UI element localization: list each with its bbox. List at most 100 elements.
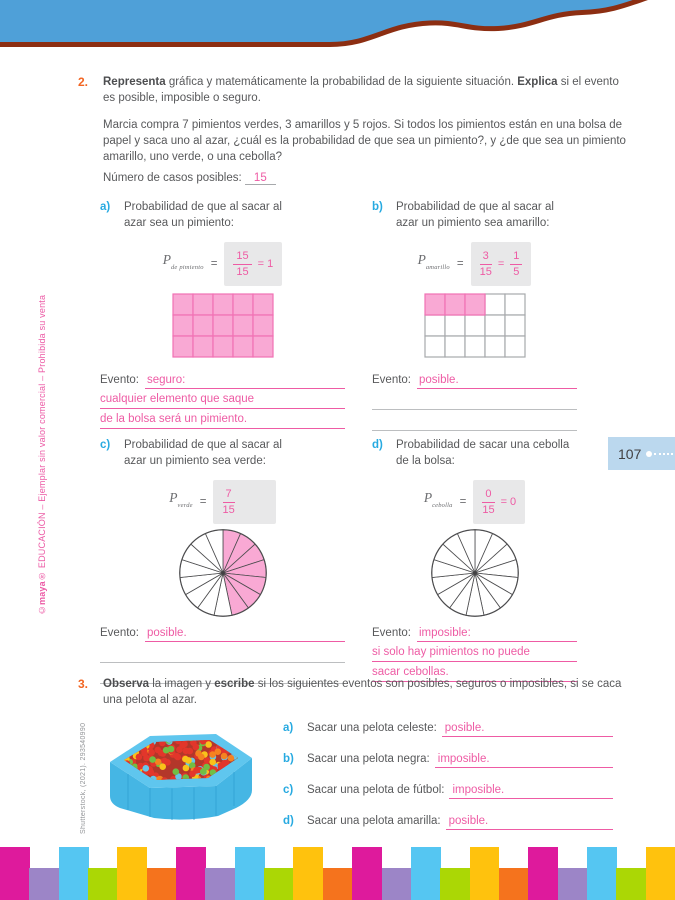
ball-pit-photo (96, 710, 266, 850)
item-2b-answer: posible. (417, 372, 577, 389)
item-2a-grid-diagram (100, 293, 345, 358)
footer-bar (176, 847, 206, 900)
footer-bar (117, 847, 148, 900)
footer-bar (293, 847, 324, 900)
item-2c-letter: c) (100, 439, 111, 451)
publisher-brand: maya (37, 580, 47, 605)
question-2-number: 2. (78, 75, 89, 89)
probability-symbol: Pde pimiento (162, 252, 204, 271)
footer-bar (264, 868, 294, 900)
item-2c-prompt: Probabilidad de que al sacar al azar un … (124, 439, 282, 467)
item-2a-evento-row: Evento: seguro: (100, 372, 345, 389)
item-3a-letter: a) (283, 722, 294, 734)
question-3-instruction: Observa la imagen y escribe si los sigui… (103, 678, 622, 706)
question-3-header: 3. Observa la imagen y escribe si los si… (78, 676, 623, 708)
fraction: 15 15 (233, 250, 252, 279)
item-2a-answer-line: cualquier elemento que saque (100, 391, 345, 409)
item-2c-blank-line (100, 666, 345, 684)
badge-dot-icon (646, 450, 653, 457)
footer-bar (352, 847, 383, 900)
publisher-notice: ® EDUCACIÓN – Ejemplar sin valor comerci… (37, 294, 47, 581)
footer-bar (557, 868, 588, 900)
fraction: 0 15 (482, 487, 495, 516)
question-2-header: 2. Representa gráfica y matemáticamente … (78, 74, 623, 106)
footer-bar (0, 847, 30, 900)
footer-bar (381, 868, 412, 900)
item-2b-blank-line (372, 392, 577, 410)
footer-bar (616, 868, 647, 900)
footer-bar (410, 847, 441, 900)
page-number: 107 (618, 445, 642, 462)
header-wave-decoration (0, 0, 649, 47)
item-2d-answer-line: sacar cebollas. (372, 664, 577, 682)
header-blue-band (0, 0, 641, 45)
item-2b: b) Probabilidad de que al sacar al azar … (372, 199, 577, 431)
item-3b-answer: imposible. (434, 751, 613, 768)
item-2d: d) Probabilidad de sacar una cebolla de … (372, 437, 577, 682)
item-2c-evento-row: Evento: posible. (100, 625, 345, 642)
probability-symbol: Pverde (169, 490, 193, 509)
item-3d-answer: posible. (445, 813, 613, 830)
footer-color-bars (0, 847, 675, 900)
probability-symbol: Pamarillo (417, 252, 450, 271)
item-2c-equation: Pverde = 7 15 (100, 477, 345, 527)
badge-dotted-line (654, 452, 673, 455)
item-2b-blank-line (372, 413, 577, 431)
footer-bar (586, 847, 617, 900)
footer-bar (322, 868, 353, 900)
item-2d-answer-line: si solo hay pimientos no puede (372, 644, 577, 662)
ball-pit-panel-lines (127, 772, 235, 820)
footer-bar (58, 847, 89, 900)
footer-bar (234, 847, 265, 900)
footer-bar (88, 868, 118, 900)
fraction: 3 15 (479, 249, 492, 278)
question-2-problem-text: Marcia compra 7 pimientos verdes, 3 amar… (103, 119, 626, 163)
item-3c: c) Sacar una pelota de fútbol: imposible… (283, 782, 613, 799)
copyright-symbol: © (37, 604, 47, 615)
footer-bar (440, 868, 471, 900)
footer-bar (146, 868, 177, 900)
item-2c-equation-box: 7 15 (213, 480, 276, 524)
footer-bar (29, 868, 60, 900)
footer-bar (645, 847, 675, 900)
item-2b-letter: b) (372, 201, 383, 213)
item-2d-pie-diagram (372, 527, 577, 619)
publisher-sidebar-text: © maya ® EDUCACIÓN – Ejemplar sin valor co… (34, 270, 50, 615)
header-brown-wave-line (0, 0, 649, 47)
item-3a-answer: posible. (441, 720, 613, 737)
item-2d-equation: Pcebolla = 0 15 = 0 (372, 477, 577, 527)
item-2c-pie-diagram (100, 527, 345, 619)
page-number-badge: 107 (608, 437, 675, 470)
item-3a: a) Sacar una pelota celeste: posible. (283, 720, 613, 737)
item-3d: d) Sacar una pelota amarilla: posible. (283, 813, 613, 830)
item-2b-grid-diagram (372, 293, 577, 358)
question-2-instruction: Representa gráfica y matemáticamente la … (103, 76, 619, 104)
fraction: 7 15 (222, 487, 235, 516)
item-3c-letter: c) (283, 784, 294, 796)
item-2c-answer: posible. (145, 625, 345, 642)
item-2a-answer-line: de la bolsa será un pimiento. (100, 411, 345, 429)
item-3c-text: Sacar una pelota de fútbol: (307, 784, 445, 796)
footer-bar (469, 847, 500, 900)
item-3b-letter: b) (283, 753, 294, 765)
item-2d-answer: imposible: (417, 625, 577, 642)
item-2d-equation-box: 0 15 = 0 (473, 480, 526, 524)
question-3-number: 3. (78, 677, 89, 691)
item-3b: b) Sacar una pelota negra: imposible. (283, 751, 613, 768)
item-3d-letter: d) (283, 815, 294, 827)
item-2d-letter: d) (372, 439, 383, 451)
item-2a-equation: Pde pimiento = 15 15 = 1 (100, 239, 345, 289)
item-2a: a) Probabilidad de que al sacar al azar … (100, 199, 345, 429)
footer-bar (205, 868, 236, 900)
item-2b-evento-row: Evento: posible. (372, 372, 577, 389)
ball-pit-image (110, 734, 252, 820)
item-2c-blank-line (100, 645, 345, 663)
item-3c-answer: imposible. (449, 782, 613, 799)
item-2a-prompt: Probabilidad de que al sacar al azar sea… (124, 201, 282, 229)
possible-cases-answer: 15 (244, 172, 276, 185)
item-2a-answer: seguro: (145, 372, 345, 389)
